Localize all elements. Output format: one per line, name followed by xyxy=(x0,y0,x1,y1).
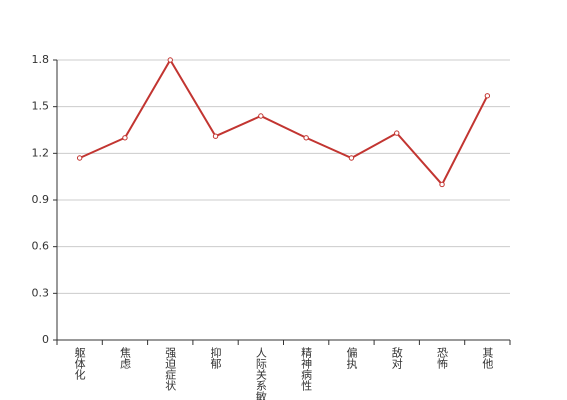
y-tick-label: 0 xyxy=(42,333,49,346)
point xyxy=(484,93,491,99)
point xyxy=(212,133,219,139)
x-tick-label: 躯体化 xyxy=(73,347,86,381)
point xyxy=(348,155,355,161)
y-tick-label: 1.8 xyxy=(32,53,50,66)
x-tick-label: 强迫症状 xyxy=(164,347,177,391)
x-tick-label: 抑郁 xyxy=(209,346,222,369)
x-tick-label: 其他 xyxy=(481,347,494,369)
x-tick-label: 敌对 xyxy=(390,346,403,369)
y-tick-label: 0.3 xyxy=(32,286,50,299)
x-tick-label: 人际关系敏感 xyxy=(254,347,267,400)
x-tick-label: 焦虑 xyxy=(118,347,131,369)
point xyxy=(76,155,83,161)
y-tick-label: 1.2 xyxy=(32,146,50,159)
point xyxy=(167,57,173,63)
y-tick-label: 0.6 xyxy=(32,240,50,253)
line xyxy=(79,58,489,187)
y-tick-label: 0.9 xyxy=(32,193,50,206)
x-tick-label: 恐怖 xyxy=(436,347,449,369)
x-tick-label: 偏执 xyxy=(345,346,358,370)
x-tick-label: 精神病性 xyxy=(300,347,313,392)
point xyxy=(303,135,309,141)
point xyxy=(439,181,445,188)
point xyxy=(258,113,264,119)
point xyxy=(122,135,128,141)
point xyxy=(394,130,400,136)
y-tick-label: 1.5 xyxy=(32,100,50,113)
